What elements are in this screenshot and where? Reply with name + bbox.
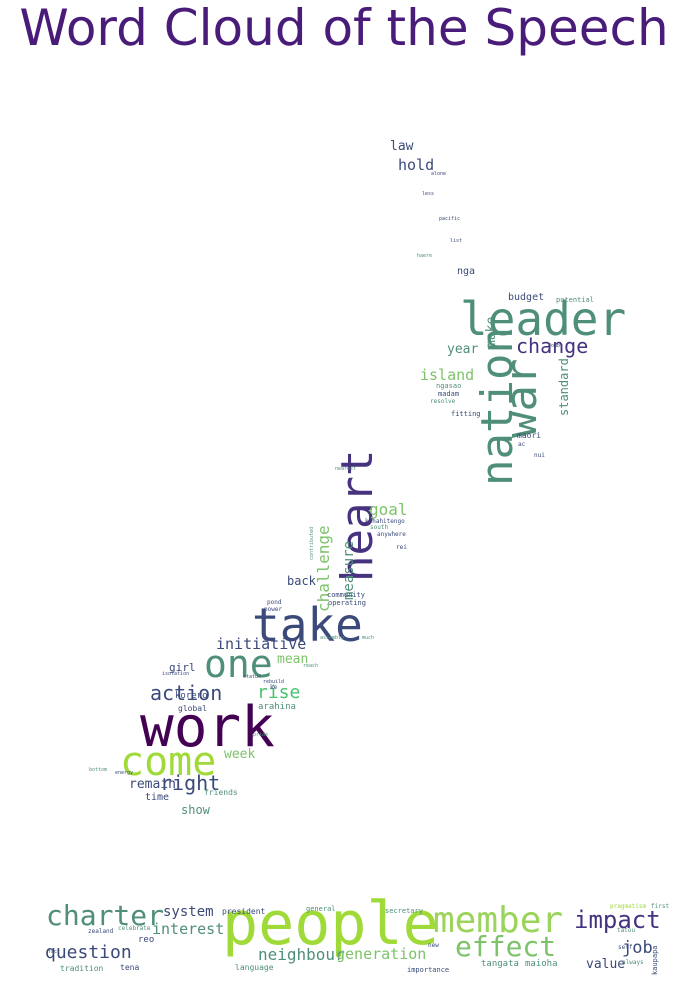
cloud-word: self: [618, 944, 633, 951]
cloud-word: show: [181, 803, 210, 817]
cloud-word: back: [287, 574, 316, 588]
cloud-word: rei: [396, 544, 407, 551]
cloud-word: charter: [46, 899, 165, 932]
cloud-word: less: [422, 191, 435, 197]
cloud-word: always: [622, 959, 644, 966]
cloud-word: island: [420, 366, 475, 384]
cloud-word: remain: [129, 777, 176, 792]
cloud-word: impact: [574, 906, 661, 934]
cloud-word: ac: [518, 441, 526, 448]
cloud-word: reo: [138, 935, 155, 945]
cloud-word: come: [120, 739, 217, 785]
cloud-word: nga: [457, 266, 476, 277]
cloud-word: interest: [152, 920, 225, 938]
cloud-word: maioha: [525, 959, 558, 969]
cloud-word: job: [622, 938, 653, 958]
cloud-word: initiative: [216, 635, 307, 653]
cloud-word: budget: [508, 292, 545, 303]
cloud-word: arahina: [258, 702, 296, 712]
cloud-word: generation: [336, 945, 427, 963]
cloud-word: tradition: [60, 964, 104, 973]
cloud-word: fact: [48, 949, 61, 955]
cloud-word: much: [362, 635, 375, 641]
cloud-word: question: [45, 942, 132, 963]
cloud-word: neighbour: [258, 945, 345, 964]
cloud-word: pride: [253, 732, 269, 738]
cloud-word: potential: [556, 296, 594, 304]
cloud-word: pond: [267, 599, 282, 606]
cloud-word: standard: [557, 358, 571, 416]
cloud-word: effect: [455, 930, 557, 963]
cloud-word: tangata: [481, 959, 519, 969]
cloud-word: secretary: [385, 907, 423, 915]
cloud-word: global: [178, 704, 207, 713]
cloud-word: ke: [270, 684, 278, 691]
cloud-word: celebrate: [118, 925, 151, 932]
cloud-word: work: [140, 695, 275, 760]
cloud-word: war: [496, 358, 547, 438]
cloud-word: fitting: [451, 410, 481, 418]
cloud-word: list: [450, 238, 463, 244]
cloud-word: general: [306, 905, 336, 913]
cloud-word: importance: [407, 966, 450, 974]
cloud-word: people: [222, 889, 439, 959]
cloud-word: time: [145, 792, 170, 803]
cloud-word: right: [160, 771, 221, 795]
cloud-word: system: [163, 904, 214, 920]
cloud-word: anywhere: [377, 531, 406, 538]
cloud-word: maori: [517, 431, 542, 440]
cloud-word: mean: [277, 652, 309, 667]
cloud-word: pacific: [439, 216, 461, 222]
cloud-word: take: [252, 598, 363, 652]
cloud-word: contributed: [309, 526, 315, 560]
page-title: Word Cloud of the Speech: [19, 0, 669, 57]
cloud-word: hold: [398, 156, 435, 174]
cloud-word: pragmatism: [610, 903, 647, 910]
cloud-word: south: [370, 524, 389, 531]
cloud-word: first: [651, 903, 670, 910]
cloud-word: resolve: [430, 398, 456, 405]
cloud-word: one: [204, 642, 273, 686]
cloud-word: rise: [257, 682, 301, 703]
cloud-word: new: [428, 942, 439, 949]
cloud-word: isolation: [162, 671, 190, 677]
cloud-word: year: [447, 342, 479, 357]
cloud-word: president: [222, 907, 266, 916]
cloud-word: korero: [175, 691, 208, 701]
cloud-word: alone: [431, 171, 447, 177]
cloud-word: operating: [328, 599, 366, 607]
cloud-word: status: [243, 674, 262, 680]
cloud-word: energy: [115, 770, 134, 776]
cloud-word: make: [484, 316, 499, 348]
cloud-word: rebuild: [263, 679, 285, 685]
cloud-word: friends: [204, 788, 238, 797]
cloud-word: value: [586, 957, 626, 972]
cloud-word: haere: [417, 253, 433, 259]
cloud-word: bottom: [89, 767, 108, 773]
cloud-word: tena: [120, 963, 140, 972]
cloud-word: doubt: [548, 343, 564, 349]
cloud-word: madam: [438, 390, 460, 398]
cloud-word: change: [516, 334, 589, 358]
cloud-word: nui: [534, 452, 545, 459]
cloud-word: tatou: [617, 927, 636, 934]
cloud-word: kaupapa: [651, 945, 659, 975]
cloud-word: assembly: [320, 635, 345, 641]
cloud-word: leader: [460, 292, 627, 346]
cloud-word: girl: [169, 661, 196, 674]
cloud-word: nearest: [335, 466, 357, 472]
cloud-word: community: [327, 591, 365, 599]
cloud-word: language: [235, 963, 274, 972]
cloud-word: ngasao: [436, 382, 462, 390]
cloud-word: zealand: [88, 928, 114, 935]
cloud-word: law: [390, 139, 414, 154]
cloud-word: member: [433, 900, 564, 941]
cloud-word: kohahitengo: [365, 518, 405, 525]
cloud-word: power: [264, 606, 283, 613]
cloud-word: reach: [303, 663, 319, 669]
cloud-word: goal: [369, 500, 408, 519]
cloud-word: action: [150, 681, 223, 705]
cloud-word: week: [224, 747, 256, 762]
